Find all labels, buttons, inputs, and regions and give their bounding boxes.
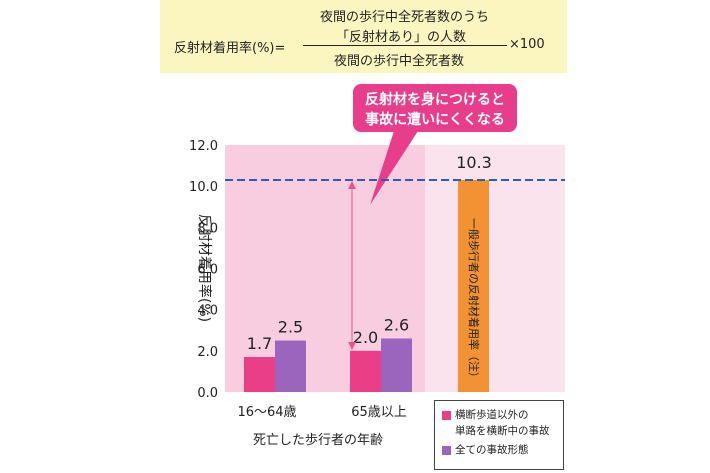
formula-numerator-line1: 夜間の歩行中全死者数のうち — [320, 10, 490, 25]
legend-swatch-all — [442, 446, 451, 455]
legend-swatch-crossing — [442, 411, 451, 420]
bar-series1-cat1 — [381, 338, 412, 392]
formula-fraction-line — [303, 45, 507, 46]
difference-arrowhead-top — [348, 181, 356, 189]
bar-value-label: 2.0 — [353, 328, 378, 347]
y-tick-label: 2.0 — [197, 345, 218, 360]
legend-label-all: 全ての事故形態 — [455, 444, 529, 456]
legend-label-crossing-line2: 単路を横断中の事故 — [455, 425, 550, 437]
y-tick-label: 8.0 — [197, 221, 218, 236]
callout-line2: 事故に遭いにくくなる — [365, 111, 505, 128]
y-axis-label: 反射材着用率(%) — [196, 214, 213, 322]
bar-value-label: 2.5 — [278, 318, 303, 337]
x-axis-label: 死亡した歩行者の年齢 — [253, 433, 383, 448]
legend: 横断歩道以外の 単路を横断中の事故 全ての事故形態 — [434, 400, 564, 470]
general-bar-series-name: 一般歩行者の反射材着用率（注） — [467, 218, 481, 383]
formula-lhs: 反射材着用率(%)= — [174, 41, 286, 56]
y-tick-label: 6.0 — [197, 263, 218, 278]
y-tick-label: 4.0 — [197, 304, 218, 319]
y-tick-label: 0.0 — [197, 386, 218, 401]
bar-value-label: 1.7 — [247, 334, 272, 353]
y-tick-label: 12.0 — [189, 139, 218, 154]
formula-multiplier: ×100 — [509, 37, 545, 52]
bar-value-label: 2.6 — [384, 315, 409, 334]
bar-general-pedestrian — [458, 179, 489, 392]
callout-bubble — [353, 84, 517, 132]
bar-series0-cat1 — [350, 350, 381, 392]
plot-background-right — [425, 145, 565, 392]
bar-series0-cat0 — [244, 357, 275, 392]
category-label-16-64: 16〜64歳 — [237, 405, 296, 420]
y-tick-label: 10.0 — [189, 180, 218, 195]
callout-line1: 反射材を身につけると — [365, 91, 505, 108]
callout-pointer — [370, 128, 420, 205]
formula-box — [160, 0, 567, 73]
general-bar-value-label: 10.3 — [456, 153, 492, 172]
difference-arrowhead-bottom — [348, 342, 356, 350]
category-label-65-plus: 65歳以上 — [351, 405, 407, 420]
bar-series1-cat0 — [275, 340, 306, 392]
formula-denominator: 夜間の歩行中全死者数 — [334, 54, 465, 69]
formula-numerator-line2: 「反射材あり」の人数 — [336, 30, 467, 45]
legend-label-crossing-line1: 横断歩道以外の — [455, 409, 529, 421]
